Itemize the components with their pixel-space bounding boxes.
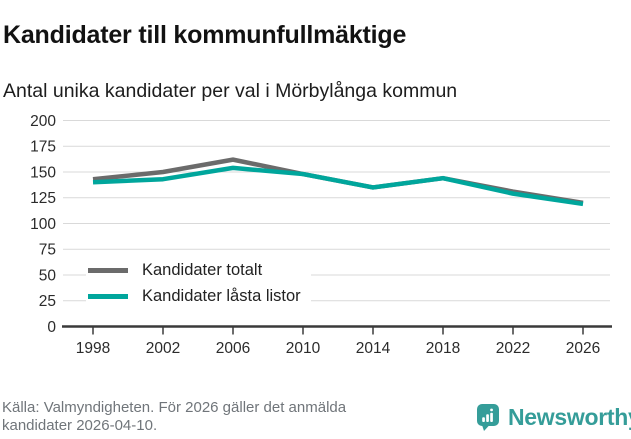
y-axis-label: 125 bbox=[30, 190, 56, 207]
x-axis-label: 2018 bbox=[426, 340, 460, 357]
x-axis-label: 2022 bbox=[496, 340, 530, 357]
x-axis-label: 1998 bbox=[76, 340, 110, 357]
y-axis-label: 175 bbox=[30, 139, 56, 156]
source-note-line2: kandidater 2026-04-10. bbox=[2, 417, 158, 435]
source-note: Källa: Valmyndigheten. För 2026 gäller d… bbox=[2, 399, 472, 436]
x-axis-label: 2006 bbox=[216, 340, 250, 357]
chart-subtitle: Antal unika kandidater per val i Mörbylå… bbox=[3, 80, 458, 103]
source-note-line1: Källa: Valmyndigheten. För 2026 gäller d… bbox=[2, 399, 347, 416]
y-axis-label: 50 bbox=[39, 267, 57, 284]
legend-item-lasta-listor: Kandidater låsta listor bbox=[86, 285, 311, 308]
x-axis-label: 2010 bbox=[286, 340, 321, 357]
y-axis-label: 25 bbox=[39, 293, 56, 310]
y-axis-label: 200 bbox=[30, 113, 56, 130]
series-line-kandidater-l-sta-listor bbox=[92, 165, 584, 207]
legend-label-lasta-listor: Kandidater låsta listor bbox=[142, 287, 301, 305]
legend-swatch-totalt bbox=[88, 268, 128, 273]
x-axis-label: 2014 bbox=[356, 340, 391, 357]
newsworthy-logo: Newsworthy bbox=[476, 403, 631, 432]
y-axis-label: 0 bbox=[47, 319, 56, 336]
legend-item-totalt: Kandidater totalt bbox=[86, 259, 311, 282]
x-axis-label: 2026 bbox=[566, 340, 600, 357]
chart-legend: Kandidater totalt Kandidater låsta listo… bbox=[86, 259, 311, 308]
y-axis-label: 150 bbox=[30, 164, 56, 181]
legend-swatch-lasta-listor bbox=[88, 294, 128, 299]
x-axis-label: 2002 bbox=[146, 340, 180, 357]
chart-title: Kandidater till kommunfullmäktige bbox=[3, 20, 407, 49]
newsworthy-speech-bubble-bar-chart-icon bbox=[477, 404, 499, 431]
y-axis-label: 75 bbox=[39, 242, 56, 259]
y-axis-label: 100 bbox=[30, 216, 56, 233]
newsworthy-wordmark: Newsworthy bbox=[508, 404, 631, 430]
legend-label-totalt: Kandidater totalt bbox=[142, 261, 263, 279]
